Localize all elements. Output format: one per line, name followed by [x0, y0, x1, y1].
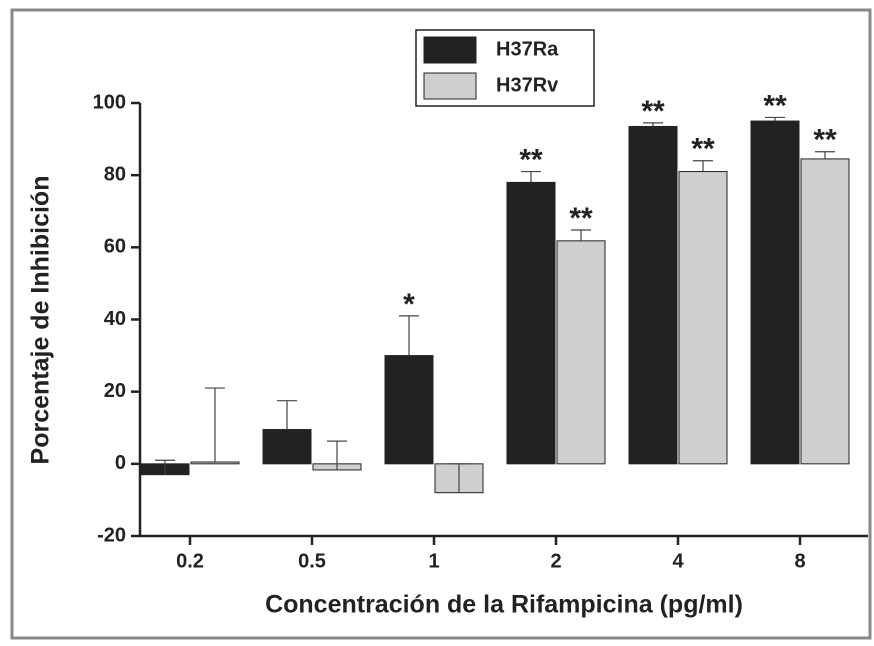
y-tick-label: 80 [104, 163, 126, 185]
bar [628, 125, 678, 465]
legend-label: H37Rv [496, 74, 559, 96]
y-axis-title: Porcentaje de Inhibición [27, 176, 55, 465]
bar [556, 240, 606, 465]
legend-swatch [423, 72, 477, 100]
significance-label: ** [691, 133, 715, 166]
frame [10, 8, 872, 640]
x-tick-label: 4 [672, 550, 684, 572]
y-tick-label: -20 [97, 524, 126, 546]
x-tick-label: 0.2 [176, 550, 204, 572]
bar [800, 158, 850, 465]
y-tick-label: 40 [104, 308, 126, 330]
y-tick-label: 20 [104, 380, 126, 402]
x-tick-label: 0.5 [298, 550, 326, 572]
significance-label: ** [813, 124, 837, 157]
legend-swatch [423, 36, 477, 64]
significance-label: * [403, 288, 415, 321]
bar [190, 461, 240, 465]
significance-label: ** [519, 143, 543, 176]
x-axis-title: Concentración de la Rifampicina (pg/ml) [265, 591, 743, 619]
y-tick-label: 60 [104, 236, 126, 258]
y-tick-label: 100 [93, 91, 126, 113]
bar [384, 355, 434, 465]
x-tick-label: 2 [550, 550, 561, 572]
y-tick-label: 0 [115, 452, 126, 474]
significance-label: ** [763, 89, 787, 122]
legend: H37Ra H37Rv [415, 29, 595, 107]
x-tick-label: 1 [428, 550, 439, 572]
bar [678, 171, 728, 465]
bar [750, 120, 800, 465]
x-tick-label: 8 [794, 550, 805, 572]
significance-label: ** [569, 202, 593, 235]
legend-label: H37Ra [496, 38, 559, 60]
bar [262, 429, 312, 465]
significance-label: ** [641, 95, 665, 128]
bar [506, 181, 556, 465]
